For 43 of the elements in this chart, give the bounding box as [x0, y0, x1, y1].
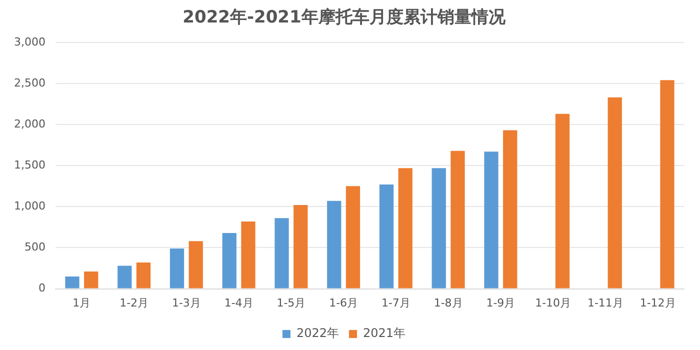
bar	[65, 276, 80, 288]
x-tick-label: 1-8月	[434, 296, 463, 310]
y-tick-label: 2,500	[14, 76, 46, 90]
y-tick-label: 3,000	[14, 35, 46, 48]
x-tick-label: 1-10月	[535, 296, 572, 310]
bar	[118, 266, 132, 288]
bar	[84, 272, 98, 288]
y-tick-label: 1,000	[14, 200, 46, 213]
bar	[170, 248, 184, 288]
x-tick-label: 1-4月	[224, 296, 254, 310]
bar	[450, 150, 465, 288]
bar	[241, 221, 256, 288]
bar	[608, 97, 622, 288]
x-tick-label: 1月	[72, 296, 91, 310]
bar	[432, 168, 446, 288]
bar	[188, 241, 203, 288]
x-tick-label: 1-6月	[329, 296, 358, 310]
legend-label: 2022年	[296, 326, 340, 340]
bar	[346, 186, 360, 288]
legend-label: 2021年	[363, 326, 406, 340]
bar	[379, 184, 394, 288]
x-tick-label: 1-9月	[486, 296, 516, 310]
bar	[327, 200, 342, 288]
bar	[222, 232, 236, 288]
x-tick-label: 1-7月	[381, 296, 410, 310]
bar	[555, 114, 570, 288]
x-tick-label: 1-12月	[640, 296, 676, 310]
bar	[136, 262, 151, 288]
bar	[503, 130, 518, 288]
bar	[274, 218, 289, 288]
x-tick-label: 1-3月	[172, 296, 201, 310]
x-tick-label: 1-11月	[587, 296, 624, 310]
x-tick-label: 1-2月	[120, 296, 149, 310]
y-tick-label: 0	[38, 282, 46, 295]
bar	[294, 205, 308, 288]
bar	[398, 168, 412, 288]
bar	[484, 152, 498, 288]
bar	[660, 80, 674, 288]
chart-title: 2022年-2021年摩托车月度累计销量情况	[182, 8, 506, 28]
y-tick-label: 2,000	[14, 117, 46, 130]
x-tick-label: 1-5月	[276, 296, 306, 310]
y-tick-label: 500	[24, 240, 46, 254]
y-tick-label: 1,500	[14, 158, 46, 172]
